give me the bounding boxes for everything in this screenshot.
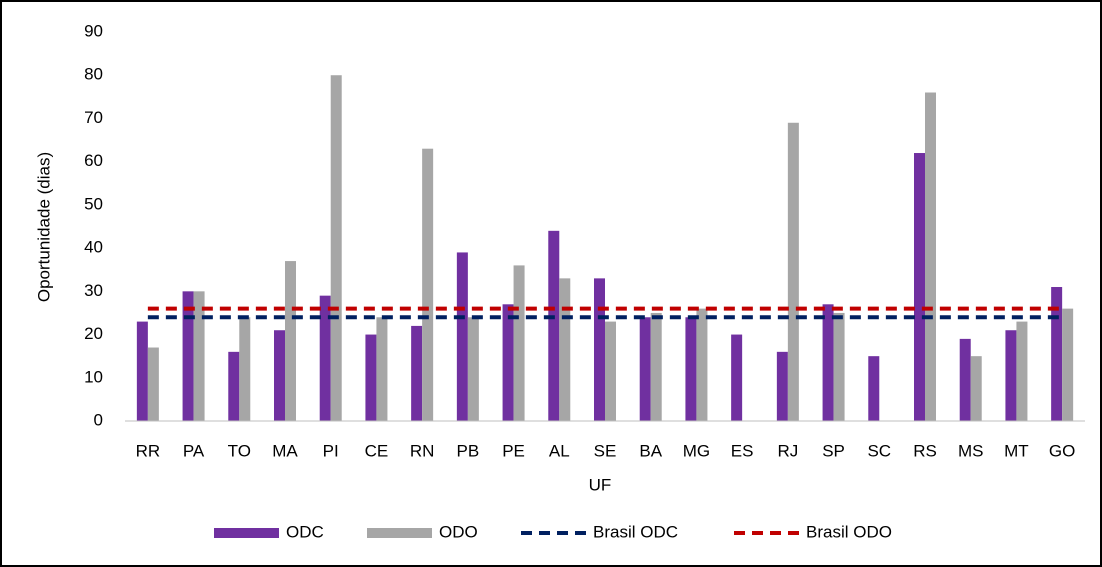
bar bbox=[376, 317, 388, 421]
bar bbox=[422, 148, 434, 421]
x-tick-label: PI bbox=[323, 441, 339, 460]
y-tick-label: 50 bbox=[84, 194, 103, 213]
bar bbox=[147, 347, 159, 421]
bar bbox=[1051, 287, 1063, 421]
bar bbox=[365, 334, 377, 421]
bar bbox=[559, 278, 571, 421]
x-tick-label: MT bbox=[1004, 441, 1029, 460]
legend-swatch bbox=[367, 528, 432, 538]
legend-label: Brasil ODO bbox=[806, 522, 892, 541]
x-tick-label: PA bbox=[183, 441, 205, 460]
x-tick-label: PE bbox=[502, 441, 525, 460]
y-axis-title: Oportunidade (dias) bbox=[34, 152, 53, 302]
y-tick-label: 90 bbox=[84, 21, 103, 40]
bar bbox=[330, 75, 342, 421]
bar bbox=[274, 330, 285, 421]
bar bbox=[1016, 321, 1028, 421]
x-tick-label: SP bbox=[822, 441, 845, 460]
bar bbox=[239, 317, 251, 421]
x-tick-label: SC bbox=[867, 441, 891, 460]
bar bbox=[731, 334, 743, 421]
x-tick-label: RJ bbox=[777, 441, 798, 460]
y-tick-label: 30 bbox=[84, 281, 103, 300]
bar bbox=[605, 321, 616, 421]
bar bbox=[182, 291, 194, 421]
bar bbox=[1062, 308, 1074, 421]
bar bbox=[776, 351, 788, 421]
y-tick-label: 60 bbox=[84, 151, 103, 170]
x-tick-label: CE bbox=[365, 441, 389, 460]
bar bbox=[594, 278, 605, 421]
x-tick-label: AL bbox=[549, 441, 570, 460]
bar bbox=[411, 325, 423, 421]
bar bbox=[685, 317, 697, 421]
bar bbox=[1005, 330, 1017, 421]
x-tick-label: RN bbox=[410, 441, 435, 460]
legend-swatch bbox=[214, 528, 279, 538]
x-tick-label: RS bbox=[913, 441, 937, 460]
x-tick-label: BA bbox=[639, 441, 662, 460]
legend-label: ODC bbox=[286, 522, 324, 541]
bar bbox=[319, 295, 331, 421]
bar bbox=[502, 304, 514, 421]
bar bbox=[970, 356, 982, 421]
bar bbox=[787, 122, 799, 422]
x-tick-label: TO bbox=[228, 441, 251, 460]
x-axis-title: UF bbox=[589, 475, 612, 494]
y-tick-label: 70 bbox=[84, 108, 103, 127]
y-tick-label: 10 bbox=[84, 367, 103, 386]
bar bbox=[925, 92, 936, 421]
bar bbox=[914, 153, 925, 421]
x-tick-label: MG bbox=[683, 441, 710, 460]
y-tick-label: 80 bbox=[84, 65, 103, 84]
x-tick-label: SE bbox=[594, 441, 617, 460]
x-tick-label: GO bbox=[1049, 441, 1075, 460]
bar bbox=[285, 261, 296, 421]
bar bbox=[650, 312, 662, 421]
x-tick-label: PB bbox=[457, 441, 480, 460]
bar bbox=[639, 317, 651, 421]
bar bbox=[868, 356, 880, 421]
bar bbox=[822, 304, 834, 421]
bar bbox=[456, 252, 468, 421]
y-tick-label: 0 bbox=[94, 410, 103, 429]
bar bbox=[833, 312, 845, 421]
y-tick-label: 40 bbox=[84, 238, 103, 257]
bar bbox=[136, 321, 148, 421]
bar bbox=[228, 351, 240, 421]
bar bbox=[696, 308, 708, 421]
bar bbox=[513, 265, 525, 421]
bar bbox=[959, 338, 971, 421]
legend-label: ODO bbox=[439, 522, 478, 541]
legend-label: Brasil ODC bbox=[593, 522, 678, 541]
x-tick-label: MA bbox=[272, 441, 298, 460]
bar bbox=[548, 230, 560, 421]
y-tick-label: 20 bbox=[84, 324, 103, 343]
x-tick-label: ES bbox=[731, 441, 754, 460]
bar bbox=[193, 291, 205, 421]
x-tick-label: RR bbox=[136, 441, 161, 460]
x-tick-label: MS bbox=[958, 441, 984, 460]
bar bbox=[467, 317, 479, 421]
